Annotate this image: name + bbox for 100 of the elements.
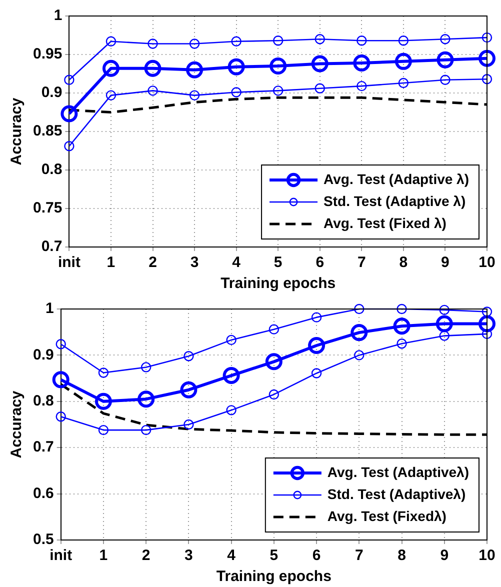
x-tick-label: 4: [227, 547, 236, 564]
point: [98, 368, 109, 378]
point: [140, 362, 152, 372]
point: [478, 50, 496, 67]
point: [308, 337, 326, 354]
y-tick-label: 0.7: [41, 238, 62, 256]
x-tick-label: 8: [398, 547, 406, 564]
y-tick-label: 1: [46, 300, 54, 318]
point: [314, 83, 325, 94]
x-tick-label: 2: [148, 254, 157, 272]
x-tick-label: 1: [106, 254, 116, 272]
point: [356, 80, 367, 92]
point: [314, 34, 325, 44]
x-tick-label: 8: [399, 254, 408, 272]
x-tick-label: 6: [312, 547, 321, 564]
point: [396, 338, 407, 349]
y-tick-label: 0.8: [41, 161, 62, 178]
point: [440, 34, 450, 44]
point: [272, 86, 284, 96]
x-tick-label: 4: [232, 254, 242, 272]
x-tick-label: 3: [190, 254, 199, 272]
point: [189, 38, 200, 49]
legend-label: Std. Test (Adaptiveλ): [327, 486, 466, 502]
point: [440, 74, 450, 86]
point: [398, 36, 409, 46]
point: [270, 58, 287, 75]
x-tick-label: 9: [441, 254, 450, 272]
x-tick-label: 10: [478, 547, 496, 564]
point: [226, 334, 236, 346]
point: [226, 405, 236, 416]
point: [354, 304, 364, 314]
point: [98, 424, 109, 436]
legend-label: Avg. Test (Fixed λ): [324, 214, 446, 231]
y-tick-label: 1: [54, 7, 62, 24]
point: [436, 315, 453, 332]
point: [56, 339, 66, 350]
point: [60, 105, 78, 122]
point: [94, 392, 112, 410]
x-tick-label: init: [50, 547, 72, 564]
point: [180, 381, 198, 398]
point: [478, 315, 496, 332]
y-tick-label: 0.5: [32, 531, 54, 548]
point: [394, 52, 412, 70]
x-axis-title: Training epochs: [220, 275, 336, 292]
point: [393, 318, 410, 335]
point: [186, 61, 204, 78]
y-tick-label: 0.95: [32, 46, 62, 63]
point: [56, 412, 66, 422]
point: [231, 36, 242, 47]
point: [356, 36, 367, 46]
point: [144, 60, 162, 77]
point: [52, 371, 70, 388]
y-tick-label: 0.9: [32, 346, 54, 364]
point: [482, 32, 492, 43]
x-tick-label: 3: [184, 547, 193, 564]
point: [268, 389, 280, 400]
point: [482, 74, 492, 84]
point: [140, 424, 152, 436]
y-tick-label: 0.9: [41, 84, 62, 102]
legend-label: Avg. Test (Adaptive λ): [324, 170, 469, 187]
legend-label: Avg. Test (Fixedλ): [327, 508, 446, 524]
point: [189, 90, 200, 100]
x-tick-label: 1: [99, 547, 108, 564]
point: [228, 58, 245, 76]
point: [311, 55, 328, 72]
point: [354, 350, 364, 360]
point: [184, 419, 194, 430]
point: [311, 312, 322, 322]
point: [102, 60, 120, 77]
legend-label: Avg. Test (Adaptiveλ): [327, 464, 470, 480]
x-tick-label: 9: [440, 547, 449, 564]
point: [482, 306, 492, 317]
y-tick-label: 0.75: [32, 200, 62, 217]
point: [436, 51, 454, 68]
y-tick-label: 0.6: [32, 484, 54, 502]
point: [439, 304, 450, 316]
point: [64, 141, 74, 152]
x-tick-label: 5: [274, 254, 282, 272]
x-tick-label: 5: [270, 547, 278, 564]
y-tick-label: 0.7: [32, 438, 54, 456]
y-tick-label: 0.8: [32, 392, 54, 410]
x-tick-label: 10: [478, 254, 496, 272]
point: [222, 367, 240, 384]
point: [398, 78, 409, 88]
x-axis-title: Training epochs: [216, 568, 332, 586]
point: [148, 38, 158, 49]
x-tick-label: 6: [316, 254, 324, 272]
x-tick-label: 2: [142, 547, 150, 564]
point: [350, 324, 368, 342]
point: [353, 54, 370, 72]
point: [268, 324, 280, 334]
x-tick-label: init: [58, 254, 80, 272]
point: [396, 304, 407, 314]
point: [184, 351, 194, 362]
y-axis-title: Accuracy: [8, 97, 26, 166]
point: [106, 36, 116, 47]
y-axis-title: Accuracy: [8, 390, 26, 458]
point: [64, 74, 74, 86]
point: [439, 330, 450, 341]
legend-label: Std. Test (Adaptive λ): [324, 192, 466, 209]
